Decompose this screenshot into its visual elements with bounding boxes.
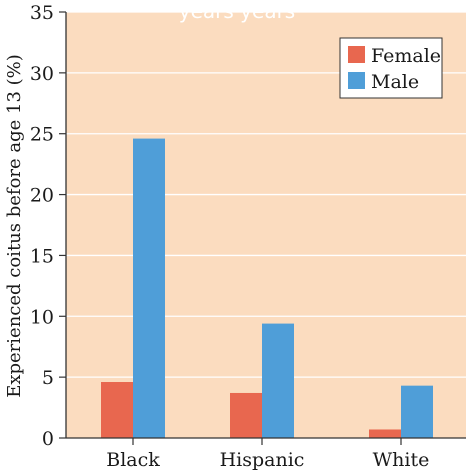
bar-male-black [133,138,165,438]
bar-female-hispanic [230,392,262,438]
bar-male-hispanic [262,323,294,438]
legend: Female Male [339,37,443,99]
legend-label-male: Male [371,71,419,93]
x-tick-label-white: White [373,449,430,471]
y-tick-label-25: 25 [30,124,54,146]
y-tick-label-30: 30 [30,63,54,85]
bar-female-white [369,429,401,438]
x-tick-label-hispanic: Hispanic [220,449,305,471]
y-axis-title: Experienced coitus before age 13 (%) [4,54,25,398]
y-tick-label-5: 5 [42,367,54,389]
y-tick-label-20: 20 [30,185,54,207]
legend-label-female: Female [371,45,441,67]
axes [59,11,466,445]
labels: 0 5 10 15 20 25 30 35 Black Hispanic White [30,2,430,471]
legend-swatch-male [348,72,365,89]
y-tick-label-0: 0 [42,428,54,450]
bars [101,138,433,438]
bar-female-black [101,382,133,438]
y-tick-label-10: 10 [30,306,54,328]
y-tick-label-15: 15 [30,245,54,267]
legend-swatch-female [348,46,365,63]
y-tick-label-35: 35 [30,2,54,24]
x-tick-label-black: Black [106,449,160,471]
bar-male-white [401,385,433,438]
partial-header-text: years years [179,0,295,23]
